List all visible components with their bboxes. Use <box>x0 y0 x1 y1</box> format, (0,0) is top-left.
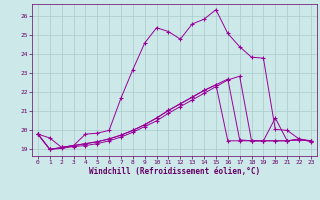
X-axis label: Windchill (Refroidissement éolien,°C): Windchill (Refroidissement éolien,°C) <box>89 167 260 176</box>
